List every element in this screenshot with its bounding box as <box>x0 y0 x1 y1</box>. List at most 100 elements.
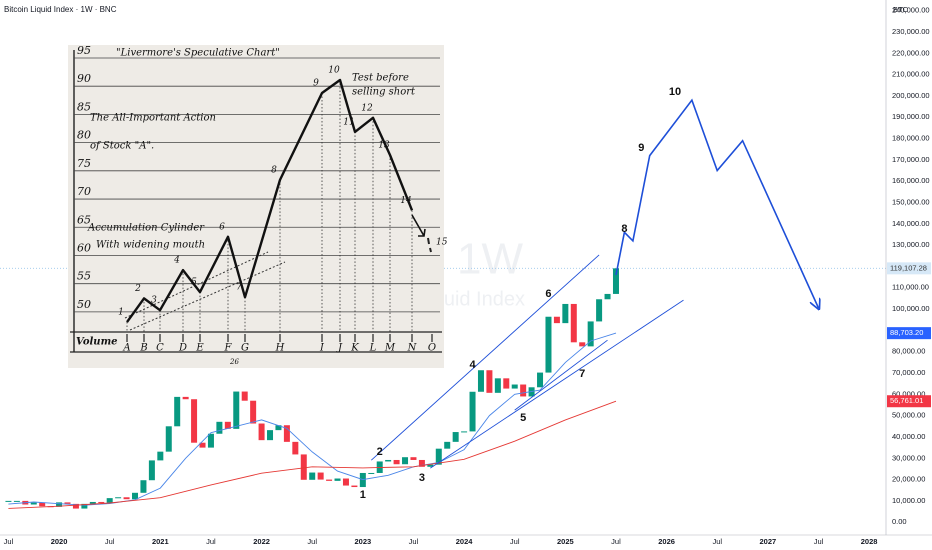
point-label: 14 <box>400 196 412 206</box>
candle <box>537 372 544 388</box>
candle <box>545 316 552 373</box>
wave-label: 8 <box>621 223 627 235</box>
wave-label: 2 <box>377 446 383 458</box>
inset-x-label: G <box>241 343 249 354</box>
candle <box>604 293 611 300</box>
candle <box>444 441 451 449</box>
inset-x-label: A <box>122 343 130 354</box>
y-tick-label: 140,000.00 <box>892 219 930 228</box>
price-tag <box>887 395 931 408</box>
y-tick-label: 160,000.00 <box>892 176 930 185</box>
point-label: 12 <box>361 103 373 113</box>
candle <box>368 472 375 474</box>
candle <box>587 321 594 347</box>
candle <box>30 502 37 505</box>
inset-paper <box>68 45 444 368</box>
y-tick-label: 70,000.00 <box>892 368 925 377</box>
candle <box>157 451 164 461</box>
candle <box>5 500 12 502</box>
inset-note: The All-Important Action <box>90 113 216 124</box>
candle <box>81 503 88 509</box>
y-tick-label: 220,000.00 <box>892 48 930 57</box>
point-label: 1 <box>118 308 124 318</box>
point-label: 10 <box>328 65 340 75</box>
x-tick-label: 2027 <box>760 537 777 546</box>
point-label: 13 <box>378 141 390 151</box>
candle <box>402 457 409 465</box>
candle <box>486 370 493 393</box>
y-tick-label: 100,000.00 <box>892 304 930 313</box>
chart-title: Bitcoin Liquid Index · 1W · BNC <box>4 5 117 14</box>
cylinder <box>129 261 286 331</box>
candle <box>562 303 569 324</box>
x-tick-label: 2023 <box>354 537 371 546</box>
y-axis-label: BTC <box>893 5 909 14</box>
wave-label: 7 <box>579 368 585 380</box>
inset-x-label: B <box>139 343 147 354</box>
candle <box>283 425 290 442</box>
watermark: Liquid Index <box>417 288 525 310</box>
x-tick-label: 2020 <box>51 537 68 546</box>
wave-label: 9 <box>638 142 644 154</box>
inset-note: of Stock "A". <box>90 141 154 152</box>
candle <box>64 502 71 504</box>
candle <box>334 478 341 481</box>
candle <box>503 378 510 389</box>
inset-x-label: E <box>195 343 204 354</box>
candle <box>207 433 214 448</box>
y-tick-label: 200,000.00 <box>892 91 930 100</box>
inset-x-label: C <box>156 343 164 354</box>
inset-arrow <box>411 214 426 237</box>
candle <box>191 399 198 443</box>
inset-note: Test before <box>352 73 409 84</box>
x-tick-label: 2028 <box>861 537 878 546</box>
y-tick-label: 20,000.00 <box>892 475 925 484</box>
candle <box>520 384 527 397</box>
point-label: 7 <box>236 283 242 293</box>
candle <box>351 485 358 488</box>
x-tick-label: 2024 <box>456 537 474 546</box>
inset-y-label: 70 <box>77 185 91 198</box>
x-tick-label: Jul <box>206 537 216 546</box>
candle <box>250 400 257 424</box>
x-tick-label: Jul <box>510 537 520 546</box>
y-tick-label: 80,000.00 <box>892 347 925 356</box>
price-tag <box>887 327 931 340</box>
candle <box>72 503 79 509</box>
x-tick-label: Jul <box>712 537 722 546</box>
candle <box>317 472 324 480</box>
inset-x-label: F <box>224 343 233 354</box>
y-tick-label: 190,000.00 <box>892 112 930 121</box>
candle <box>267 430 274 441</box>
candle <box>275 425 282 431</box>
inset-y-label: 60 <box>77 241 91 254</box>
x-tick-label: 2022 <box>253 537 270 546</box>
candle <box>511 384 518 389</box>
y-tick-label: 40,000.00 <box>892 432 925 441</box>
candle <box>98 501 105 503</box>
candle <box>13 500 20 502</box>
inset-note: selling short <box>352 87 416 98</box>
candle <box>461 431 468 433</box>
inset-x-label: N <box>407 343 418 354</box>
indicator-line <box>430 299 684 469</box>
x-tick-label: Jul <box>105 537 115 546</box>
y-tick-label: 230,000.00 <box>892 27 930 36</box>
inset-y-label: 85 <box>77 100 91 113</box>
inset-line <box>126 78 414 323</box>
candle <box>452 432 459 442</box>
candle <box>132 492 139 500</box>
candle <box>309 472 316 480</box>
price-tag-label: 56,761.01 <box>890 396 923 405</box>
candle <box>570 303 577 343</box>
candle <box>56 502 63 507</box>
price-tag <box>887 262 931 275</box>
point-label: 9 <box>313 78 319 88</box>
candle <box>477 370 484 392</box>
candle <box>300 454 307 480</box>
candle <box>292 441 299 455</box>
y-tick-label: 110,000.00 <box>892 283 929 292</box>
inset-x-label: J <box>336 343 343 354</box>
y-tick-label: 150,000.00 <box>892 197 930 206</box>
candle <box>596 299 603 322</box>
